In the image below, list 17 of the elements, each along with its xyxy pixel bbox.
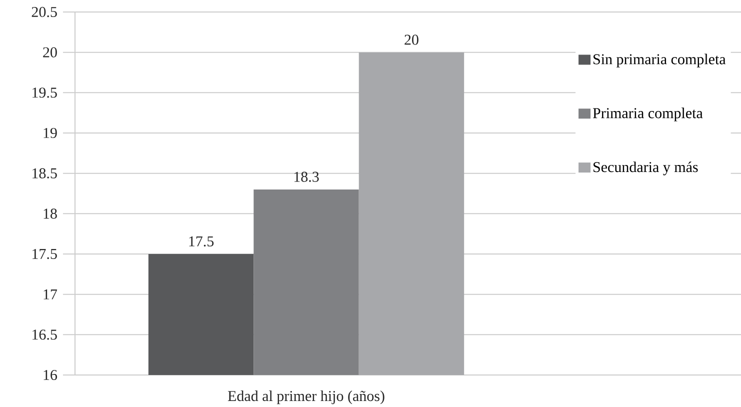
y-tick-label: 18.5: [32, 168, 57, 178]
y-tick-label: 16: [44, 370, 58, 380]
y-tick-label: 16.5: [32, 330, 57, 340]
legend-label: Secundaria y más: [594, 162, 698, 176]
y-tick-label: 19.5: [32, 88, 57, 98]
legend-label: Primaria completa: [592, 108, 703, 122]
y-tick-label: 17: [44, 289, 58, 300]
y-tick-label: 18: [44, 208, 57, 219]
x-tick-label: Edad al primer hijo (años): [228, 390, 384, 404]
y-tick-label: 20: [43, 47, 57, 58]
data-label: 17.5: [189, 236, 214, 246]
y-tick-label: 20.5: [32, 6, 57, 18]
y-tick-label: 19: [44, 128, 57, 138]
data-label: 18.3: [294, 172, 319, 182]
legend-label: Sin primaria completa: [594, 54, 726, 68]
y-tick-label: 17.5: [32, 248, 57, 260]
data-label: 20: [404, 34, 418, 45]
